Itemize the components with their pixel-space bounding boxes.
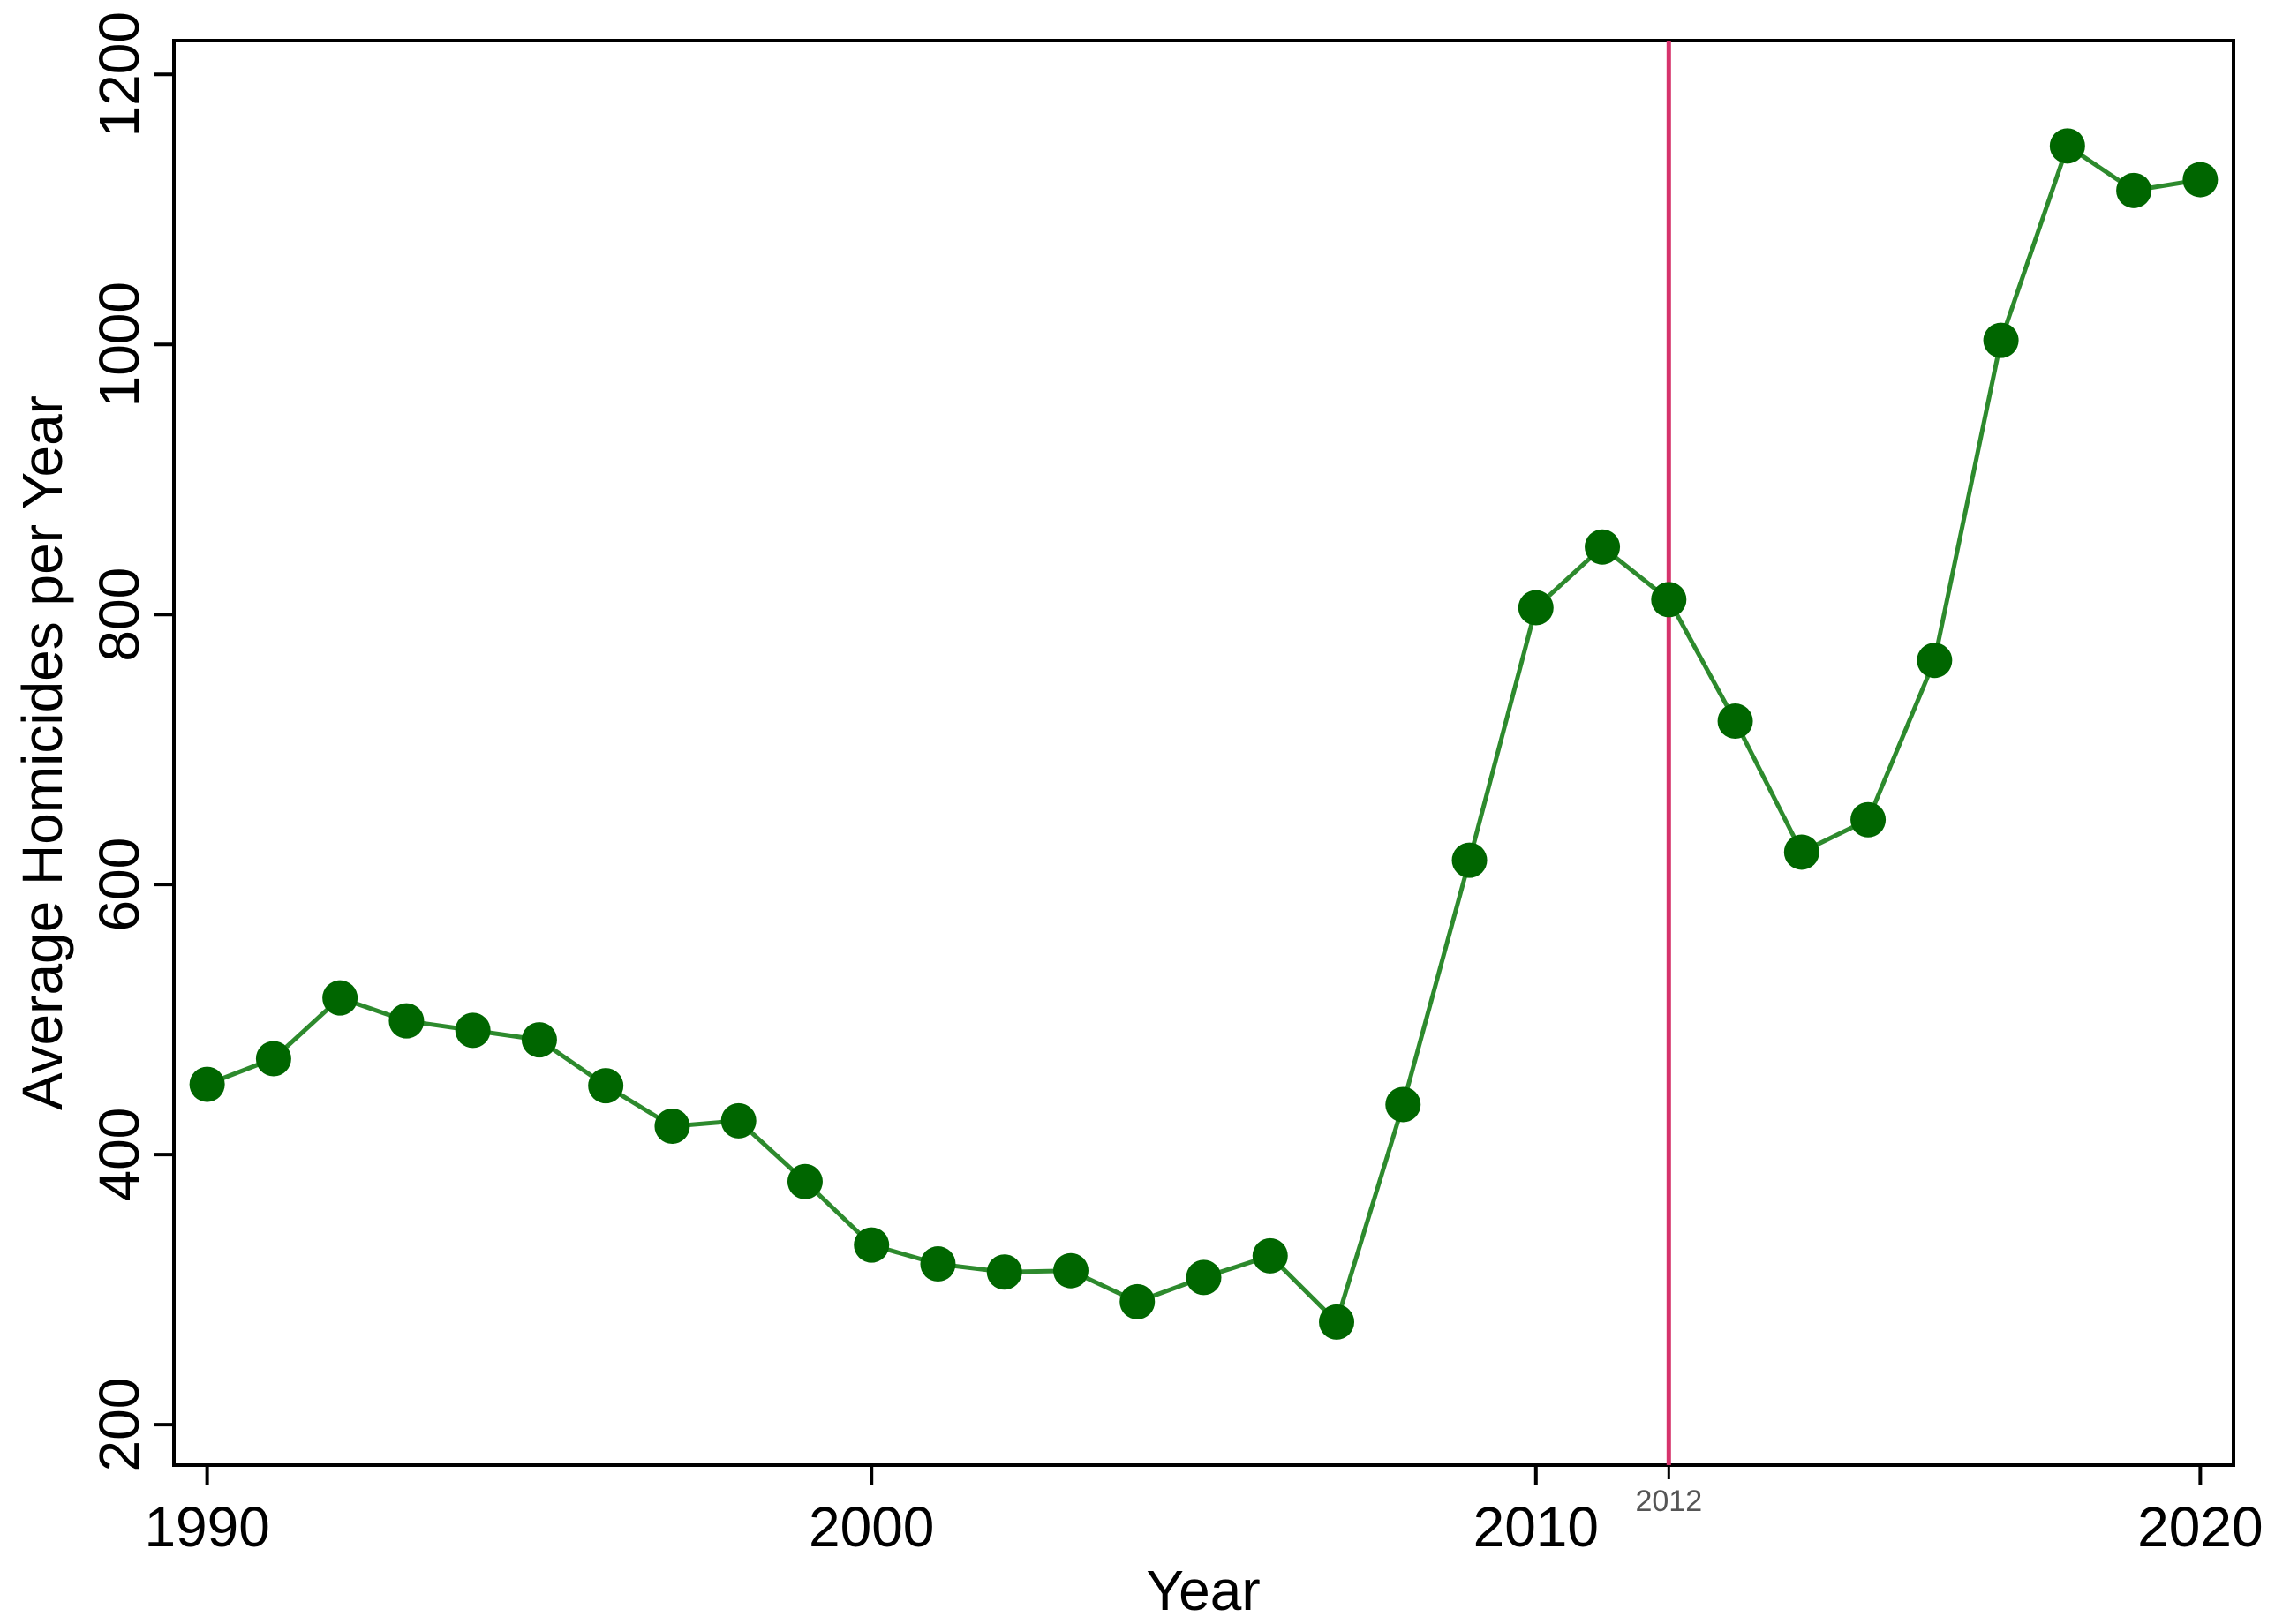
data-point-2017 xyxy=(1983,322,2019,358)
data-point-2001 xyxy=(920,1246,956,1282)
x-tick-label: 2020 xyxy=(2137,1495,2263,1559)
y-axis-title: Average Homicides per Year xyxy=(11,395,74,1110)
y-tick-label: 200 xyxy=(87,1378,151,1472)
data-point-1998 xyxy=(720,1102,757,1139)
data-point-2013 xyxy=(1717,703,1753,740)
data-point-2010 xyxy=(1518,590,1554,626)
plot-frame xyxy=(172,39,2235,1467)
data-point-1992 xyxy=(322,980,358,1016)
data-point-2012 xyxy=(1651,582,1687,618)
x-tick-label: 2000 xyxy=(809,1495,934,1559)
y-tick-label: 400 xyxy=(87,1108,151,1202)
data-point-2003 xyxy=(1052,1252,1089,1289)
data-point-1991 xyxy=(255,1041,291,1077)
series-markers xyxy=(189,128,2219,1340)
data-point-2006 xyxy=(1252,1237,1288,1274)
data-point-2002 xyxy=(986,1254,1022,1290)
data-point-2020 xyxy=(2182,162,2219,198)
data-point-1995 xyxy=(521,1022,557,1058)
data-point-2009 xyxy=(1451,842,1488,878)
data-point-1997 xyxy=(654,1109,690,1145)
x-tick-label: 1990 xyxy=(144,1495,269,1559)
data-point-1990 xyxy=(189,1066,225,1102)
data-point-2011 xyxy=(1585,529,1621,565)
y-tick-label: 1200 xyxy=(87,11,151,137)
data-point-1999 xyxy=(787,1163,823,1199)
x-axis-title: Year xyxy=(1146,1559,1260,1622)
data-point-2000 xyxy=(854,1227,890,1263)
data-point-2004 xyxy=(1119,1283,1156,1320)
y-axis: 200 400 600 800 1000 1200 xyxy=(87,11,174,1471)
data-point-2014 xyxy=(1783,834,1819,870)
data-point-2018 xyxy=(2049,128,2085,164)
x-axis: 1990 2000 2010 2020 xyxy=(144,1465,2264,1559)
data-point-2007 xyxy=(1319,1304,1355,1340)
data-point-2016 xyxy=(1917,643,1953,679)
y-tick-label: 1000 xyxy=(87,282,151,407)
data-point-2019 xyxy=(2116,172,2152,208)
x-tick-label: 2010 xyxy=(1473,1495,1599,1559)
y-tick-label: 800 xyxy=(87,568,151,662)
data-point-1994 xyxy=(455,1012,491,1049)
data-point-2015 xyxy=(1850,801,1887,838)
data-point-2005 xyxy=(1186,1259,1222,1296)
data-point-2008 xyxy=(1385,1086,1421,1123)
reference-line-label: 2012 xyxy=(1635,1485,1702,1518)
data-point-1993 xyxy=(388,1003,425,1039)
y-tick-label: 600 xyxy=(87,838,151,932)
series-line xyxy=(206,143,2201,1325)
data-point-1996 xyxy=(588,1068,624,1104)
